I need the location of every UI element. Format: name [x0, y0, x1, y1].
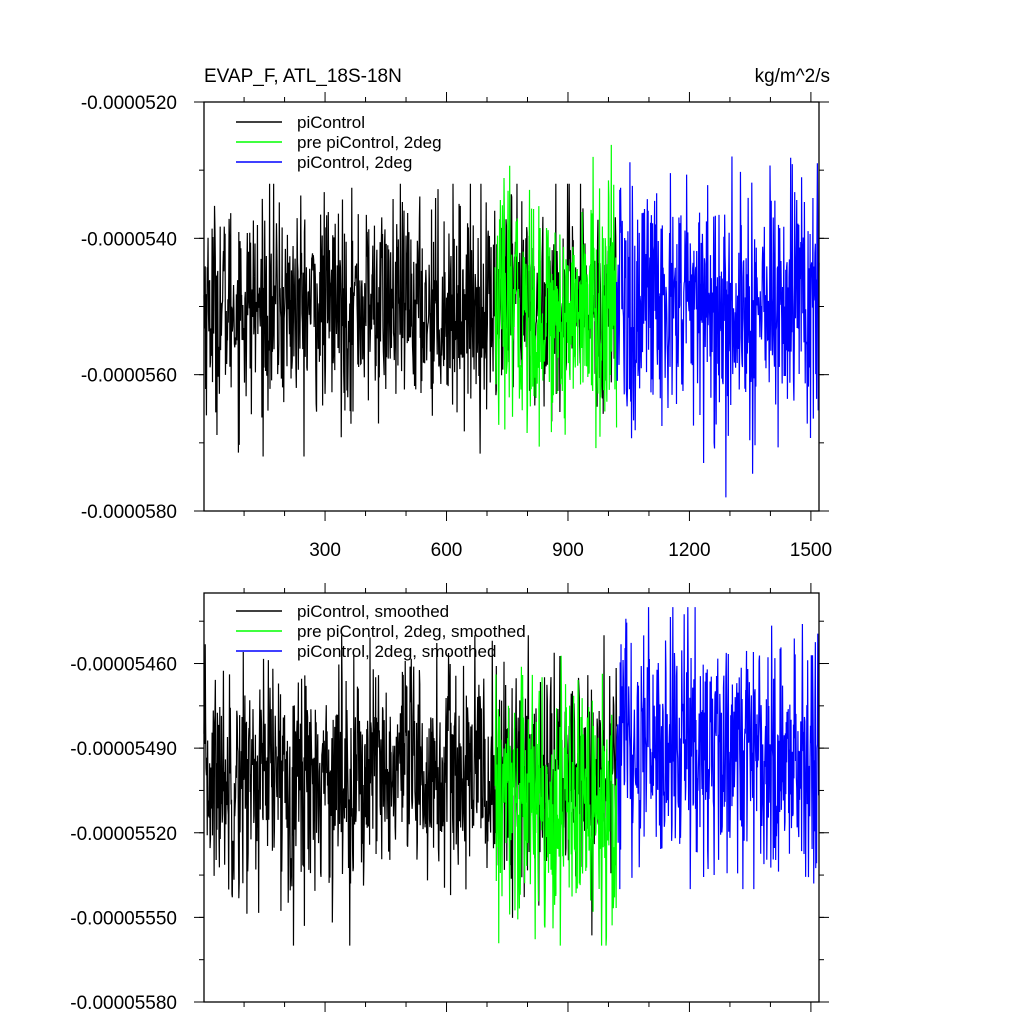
bottom-panel: -0.00005460 -0.00005490 -0.00005520 -0.0000…: [70, 583, 829, 1014]
chart-units: kg/m^2/s: [755, 66, 830, 87]
plot-frame: [203, 592, 820, 1003]
legend-label-0: piControl, smoothed: [297, 602, 449, 621]
chart-title: EVAP_F, ATL_18S-18N: [204, 66, 402, 87]
series-line-2: [615, 607, 820, 890]
top-panel: 300 600 900 1200 1500 -0.0000520 -0.0000540 -0.…: [81, 92, 832, 561]
legend-label-1: pre piControl, 2deg: [297, 133, 442, 152]
x-tick-label: 300: [309, 540, 341, 561]
y-tick-label: -0.0000580: [81, 502, 177, 523]
series-line-1: [494, 144, 618, 449]
legend-label-0: piControl: [297, 113, 365, 132]
y-tick-label: -0.00005550: [70, 908, 177, 929]
y-tick-label: -0.00005520: [70, 824, 177, 845]
y-tick-label: -0.0000560: [81, 366, 177, 387]
legend-label-2: piControl, 2deg: [297, 153, 412, 172]
y-tick-label: -0.0000540: [81, 229, 177, 250]
x-tick-label: 1500: [790, 540, 832, 561]
series-line-0: [203, 635, 618, 946]
y-tick-label: -0.00005580: [70, 993, 177, 1014]
legend-label-1: pre piControl, 2deg, smoothed: [297, 622, 526, 641]
y-tick-label: -0.00005490: [70, 739, 177, 760]
x-tick-label: 900: [552, 540, 584, 561]
series-line-2: [615, 156, 820, 498]
y-tick-label: -0.0000520: [81, 93, 177, 114]
y-tick-label: -0.00005460: [70, 655, 177, 676]
x-tick-label: 1200: [668, 540, 710, 561]
x-tick-label: 600: [431, 540, 463, 561]
legend-label-2: piControl, 2deg, smoothed: [297, 642, 496, 661]
series-line-1: [494, 655, 618, 946]
